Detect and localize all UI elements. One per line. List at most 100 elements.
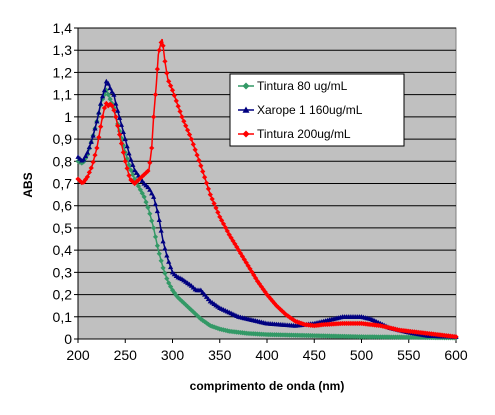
data-point: [90, 159, 96, 165]
legend-marker: [242, 82, 250, 90]
series-3: [75, 38, 459, 340]
data-point: [283, 311, 289, 318]
y-tick-label: 0,1: [53, 309, 73, 325]
data-point: [186, 132, 193, 138]
x-tick-label: 450: [303, 347, 327, 363]
data-point: [162, 58, 168, 64]
series-group: [75, 38, 459, 341]
y-tick-label: 1,2: [53, 64, 73, 80]
data-point: [98, 124, 104, 130]
data-point: [145, 184, 151, 190]
data-point: [166, 78, 172, 84]
y-tick-label: 0,6: [53, 198, 73, 214]
data-point: [162, 245, 168, 251]
data-point: [171, 92, 177, 99]
data-point: [81, 156, 87, 162]
data-point: [154, 208, 160, 214]
data-point: [290, 317, 297, 323]
data-point: [92, 125, 98, 131]
data-point: [133, 170, 140, 175]
data-point: [181, 118, 187, 124]
data-point: [101, 105, 108, 111]
data-point: [158, 258, 164, 264]
data-point: [220, 221, 227, 227]
data-point: [203, 180, 210, 186]
data-point: [194, 312, 200, 319]
data-point: [107, 96, 113, 102]
data-point: [149, 190, 155, 196]
data-point: [115, 123, 121, 129]
data-point: [88, 139, 94, 144]
data-point: [171, 290, 177, 296]
data-point: [192, 147, 198, 153]
data-point: [209, 196, 215, 202]
y-tick-label: 0,3: [53, 264, 73, 280]
data-point: [118, 140, 125, 147]
data-point: [190, 309, 196, 315]
data-point: [175, 295, 181, 301]
data-point: [224, 228, 230, 234]
data-point: [139, 190, 145, 196]
data-point: [181, 300, 187, 306]
data-point: [88, 165, 94, 171]
data-point: [222, 224, 229, 231]
data-point: [130, 162, 136, 167]
data-point: [179, 114, 185, 120]
x-axis-title: comprimento de onda (nm): [190, 379, 345, 393]
data-point: [173, 98, 179, 104]
data-point: [86, 144, 92, 150]
data-point: [109, 89, 115, 94]
data-point: [128, 156, 134, 162]
legend-marker: [242, 130, 250, 138]
data-point: [211, 200, 217, 207]
y-tick-label: 0,5: [53, 220, 73, 236]
y-tick-label: 0,8: [53, 153, 73, 169]
data-point: [217, 214, 223, 220]
data-point: [116, 132, 123, 138]
data-point: [82, 153, 89, 159]
data-point: [205, 186, 212, 192]
data-point: [111, 107, 117, 113]
data-point: [120, 149, 126, 155]
data-point: [160, 265, 166, 271]
data-point: [185, 127, 191, 133]
y-tick-label: 0,9: [53, 131, 73, 147]
data-point: [126, 150, 132, 156]
y-tick-label: 0,7: [53, 176, 73, 192]
data-point: [126, 162, 132, 168]
data-point: [90, 132, 96, 138]
data-point: [156, 217, 162, 223]
data-point: [75, 176, 81, 182]
data-point: [156, 251, 162, 257]
data-point: [183, 123, 189, 129]
data-point: [183, 302, 189, 308]
data-point: [126, 172, 132, 179]
data-point: [202, 174, 208, 180]
y-tick-label: 0,2: [53, 287, 73, 303]
data-point: [107, 85, 113, 91]
data-point: [94, 118, 100, 124]
data-point: [243, 259, 249, 266]
y-tick-label: 0: [64, 331, 72, 347]
x-tick-label: 600: [444, 347, 468, 363]
data-point: [98, 100, 104, 106]
data-point: [152, 201, 159, 207]
data-point: [96, 109, 102, 115]
data-point: [105, 92, 111, 98]
data-point: [115, 108, 121, 113]
data-point: [200, 168, 206, 175]
data-point: [149, 218, 155, 224]
series-2: [75, 78, 459, 339]
legend: Tintura 80 ug/mL Xarope 1 160ug/mL Tintura…: [229, 73, 405, 147]
x-tick-label: 350: [208, 347, 232, 363]
x-tick-label: 200: [66, 347, 90, 363]
data-point: [194, 152, 200, 158]
data-point: [151, 194, 157, 199]
data-point: [196, 157, 202, 163]
data-point: [152, 92, 159, 98]
data-point: [251, 272, 257, 278]
data-point: [147, 211, 153, 217]
data-point: [213, 205, 219, 211]
x-tick-label: 400: [255, 347, 279, 363]
